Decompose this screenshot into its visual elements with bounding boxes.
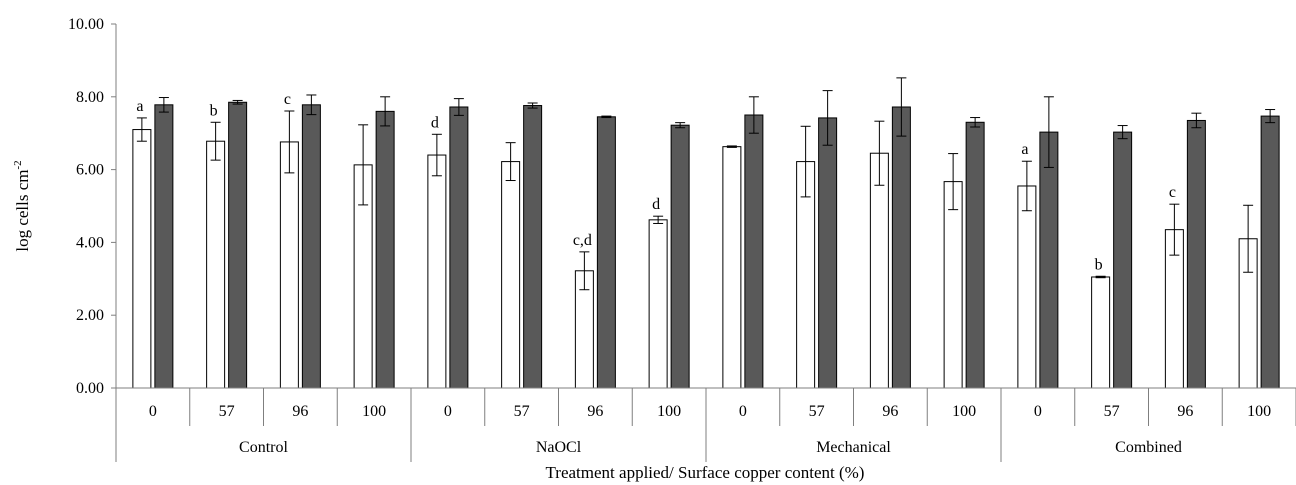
y-axis: 0.00 2.00 4.00 6.00 8.00 10.00 [68,16,117,397]
significance-label: c [284,91,291,108]
y-axis-title: log cells cm-2 [12,160,32,251]
bar [744,114,764,389]
bar [206,140,226,389]
x-category-label: 100 [1247,403,1271,420]
x-category-label: 100 [657,403,681,420]
x-category-label: 0 [444,403,452,420]
x-group-label: NaOCl [536,439,582,456]
bar [154,104,174,389]
bar [648,219,668,389]
bar [1260,115,1280,389]
bar [132,129,152,389]
significance-labels: a b c d c,d d a b c [136,91,1176,273]
y-tick-label: 10.00 [68,16,104,33]
x-axis-title: Treatment applied/ Surface copper conten… [546,463,865,482]
bar [501,161,521,389]
x-category-label: 96 [1177,403,1193,420]
bar [1091,276,1111,389]
significance-label: c [1169,184,1176,201]
significance-label: b [1095,256,1103,273]
y-tick-label: 2.00 [76,307,104,324]
x-axis: 0 57 96 100 0 57 96 100 0 57 96 100 0 57 96 100 Control N… [115,387,1296,462]
y-tick-label: 8.00 [76,89,104,106]
x-category-label: 0 [739,403,747,420]
x-group-label: Mechanical [816,439,891,456]
significance-label: d [431,114,439,131]
bar [670,124,690,389]
y-tick-label: 6.00 [76,162,104,179]
significance-label: b [210,102,218,119]
x-category-label: 100 [362,403,386,420]
bar [375,110,395,389]
x-category-label: 0 [149,403,157,420]
bar [722,146,742,389]
bar [427,154,447,389]
x-category-label: 0 [1034,403,1042,420]
bar [1017,185,1037,389]
bar [891,106,911,389]
bar [279,141,299,389]
bars [132,101,1280,389]
bar [1186,119,1206,389]
y-tick-label: 0.00 [76,380,104,397]
error-bars [136,77,1276,291]
x-category-label: 57 [219,403,235,420]
x-category-label: 57 [809,403,825,420]
bar [596,116,616,389]
bar [1113,131,1133,389]
x-category-label: 57 [1104,403,1120,420]
x-group-label: Combined [1115,439,1182,456]
x-category-label: 57 [514,403,530,420]
significance-label: c,d [573,232,592,249]
bar [301,104,321,389]
bar [228,101,248,389]
bar [869,152,889,389]
x-category-label: 96 [882,403,898,420]
significance-label: a [1021,141,1028,158]
x-category-label: 100 [952,403,976,420]
significance-label: d [652,196,660,213]
x-category-label: 96 [292,403,308,420]
bar [449,106,469,389]
significance-label: a [136,98,143,115]
bar [1039,131,1059,389]
bar [818,117,838,389]
x-group-label: Control [239,439,288,456]
y-axis-title-superscript: -2 [12,160,24,169]
bar [943,181,963,389]
y-tick-label: 4.00 [76,234,104,251]
bar [523,105,543,389]
bar [965,121,985,389]
x-category-label: 96 [587,403,603,420]
